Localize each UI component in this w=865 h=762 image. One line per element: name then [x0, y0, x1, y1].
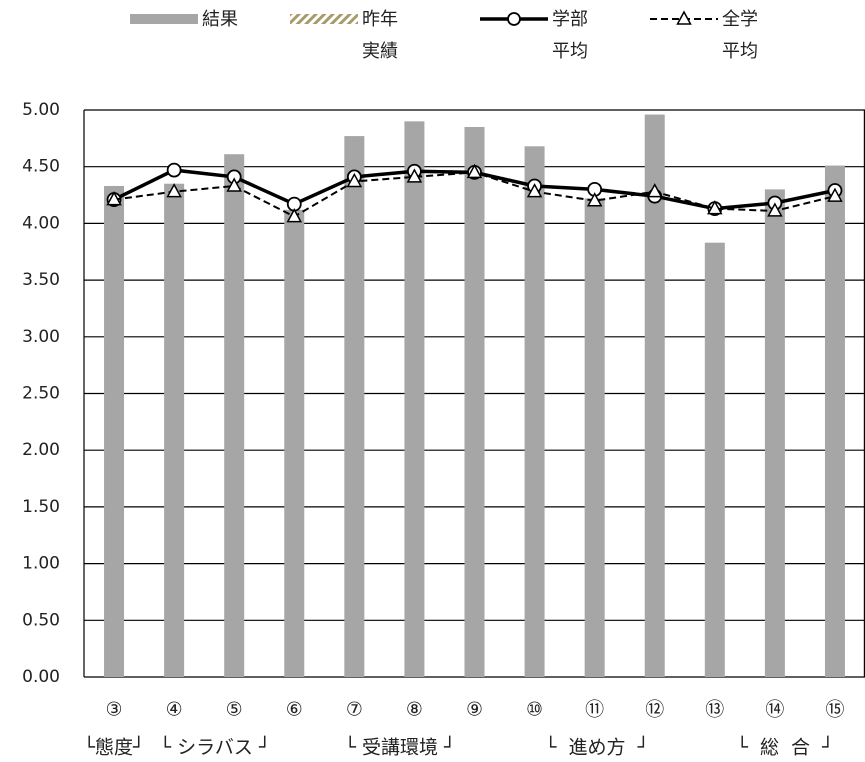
x-tick-label: ⑨	[466, 699, 483, 721]
group-label: └ 受講環境 ┘	[345, 735, 456, 759]
bar	[404, 121, 425, 678]
triangle-marker	[767, 202, 783, 217]
x-tick-label: ⑩	[526, 699, 543, 721]
swatch	[130, 14, 198, 24]
y-tick-label: 3.50	[22, 270, 60, 290]
bar	[344, 136, 365, 677]
y-tick-label: 2.00	[22, 440, 60, 460]
triangle-marker	[286, 208, 303, 223]
y-tick-label: 0.00	[22, 667, 60, 687]
x-tick-label: ⑬	[705, 699, 724, 721]
group-label: └態度┘	[84, 735, 145, 759]
bar	[164, 183, 185, 677]
x-tick-label: ⑮	[825, 699, 844, 721]
y-tick-label: 3.00	[22, 327, 60, 347]
legend-label: 結果	[202, 9, 238, 30]
bar	[284, 209, 305, 678]
circle-marker	[166, 162, 182, 178]
triangle-marker	[707, 200, 723, 215]
x-tick-label: ⑫	[645, 699, 664, 721]
triangle-marker	[646, 183, 663, 198]
triangle-marker	[106, 191, 122, 206]
group-label: └ 総 合 ┘	[736, 735, 833, 759]
x-tick-label: ⑭	[765, 699, 784, 721]
y-tick-label: 4.50	[22, 157, 60, 177]
triangle-marker	[586, 192, 603, 207]
triangle-marker	[827, 187, 843, 202]
group-label: └ シラバス ┘	[160, 735, 271, 759]
y-tick-label: 4.00	[22, 213, 60, 233]
legend-label: 学部平均	[552, 9, 588, 62]
x-tick-label: ⑧	[406, 699, 423, 721]
x-tick-label: ⑤	[226, 699, 243, 721]
legend-swatch	[130, 14, 198, 24]
legend-item: 全学平均	[650, 4, 762, 68]
legend-label: 全学平均	[722, 9, 758, 62]
swatch	[290, 14, 358, 24]
y-tick-label: 2.50	[22, 384, 60, 404]
triangle-marker	[226, 177, 242, 192]
bar	[104, 185, 125, 677]
swatch	[507, 12, 521, 26]
legend-swatch	[650, 10, 718, 25]
triangle-marker	[346, 172, 363, 188]
legend-swatch	[480, 12, 548, 26]
legend-swatch	[290, 14, 358, 24]
triangle-marker	[526, 183, 543, 198]
x-tick-label: ④	[166, 699, 183, 721]
bar	[764, 189, 785, 677]
group-label: └ 進め方 ┘	[545, 735, 649, 759]
legend-item: 昨年実績	[290, 4, 402, 68]
triangle-marker	[166, 183, 182, 198]
y-tick-label: 5.00	[22, 100, 60, 120]
triangle-marker	[466, 163, 483, 179]
triangle-marker	[406, 168, 423, 183]
x-tick-label: ⑪	[585, 699, 604, 721]
bar	[464, 127, 485, 677]
swatch	[676, 10, 692, 25]
y-tick-label: 1.50	[22, 497, 60, 517]
x-tick-label: ⑥	[286, 699, 303, 721]
bar	[224, 154, 245, 677]
y-tick-label: 0.50	[22, 610, 60, 630]
bar	[584, 198, 605, 677]
legend-label: 昨年実績	[362, 9, 398, 62]
y-tick-label: 1.00	[22, 554, 60, 574]
x-tick-label: ⑦	[346, 699, 363, 721]
bar	[644, 114, 665, 677]
x-tick-label: ③	[106, 699, 123, 721]
legend-item: 学部平均	[480, 4, 592, 68]
bar	[824, 165, 845, 678]
legend-item: 結果	[130, 4, 242, 36]
bar	[524, 146, 545, 678]
bar	[704, 242, 725, 678]
